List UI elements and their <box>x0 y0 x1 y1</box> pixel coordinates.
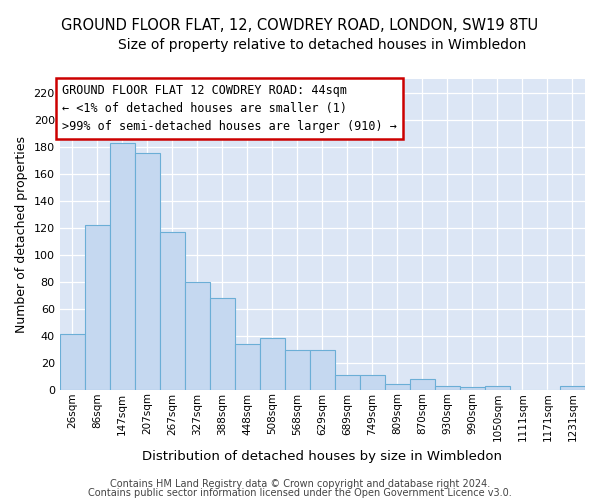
Bar <box>385 384 410 390</box>
Bar <box>460 387 485 390</box>
Bar <box>135 154 160 390</box>
Bar <box>335 375 360 390</box>
Y-axis label: Number of detached properties: Number of detached properties <box>15 136 28 333</box>
Text: GROUND FLOOR FLAT, 12, COWDREY ROAD, LONDON, SW19 8TU: GROUND FLOOR FLAT, 12, COWDREY ROAD, LON… <box>61 18 539 32</box>
Bar <box>260 338 285 390</box>
Bar <box>360 375 385 390</box>
Bar <box>85 225 110 390</box>
X-axis label: Distribution of detached houses by size in Wimbledon: Distribution of detached houses by size … <box>142 450 502 462</box>
Text: Contains HM Land Registry data © Crown copyright and database right 2024.: Contains HM Land Registry data © Crown c… <box>110 479 490 489</box>
Bar <box>110 142 135 390</box>
Bar <box>59 334 85 390</box>
Bar <box>435 386 460 390</box>
Title: Size of property relative to detached houses in Wimbledon: Size of property relative to detached ho… <box>118 38 526 52</box>
Text: Contains public sector information licensed under the Open Government Licence v3: Contains public sector information licen… <box>88 488 512 498</box>
Bar <box>210 298 235 390</box>
Bar <box>185 282 210 390</box>
Bar <box>485 386 510 390</box>
Bar <box>160 232 185 390</box>
Bar <box>285 350 310 390</box>
Bar <box>560 386 585 390</box>
Text: GROUND FLOOR FLAT 12 COWDREY ROAD: 44sqm
← <1% of detached houses are smaller (1: GROUND FLOOR FLAT 12 COWDREY ROAD: 44sqm… <box>62 84 397 132</box>
Bar <box>410 379 435 390</box>
Bar <box>235 344 260 390</box>
Bar <box>310 350 335 390</box>
